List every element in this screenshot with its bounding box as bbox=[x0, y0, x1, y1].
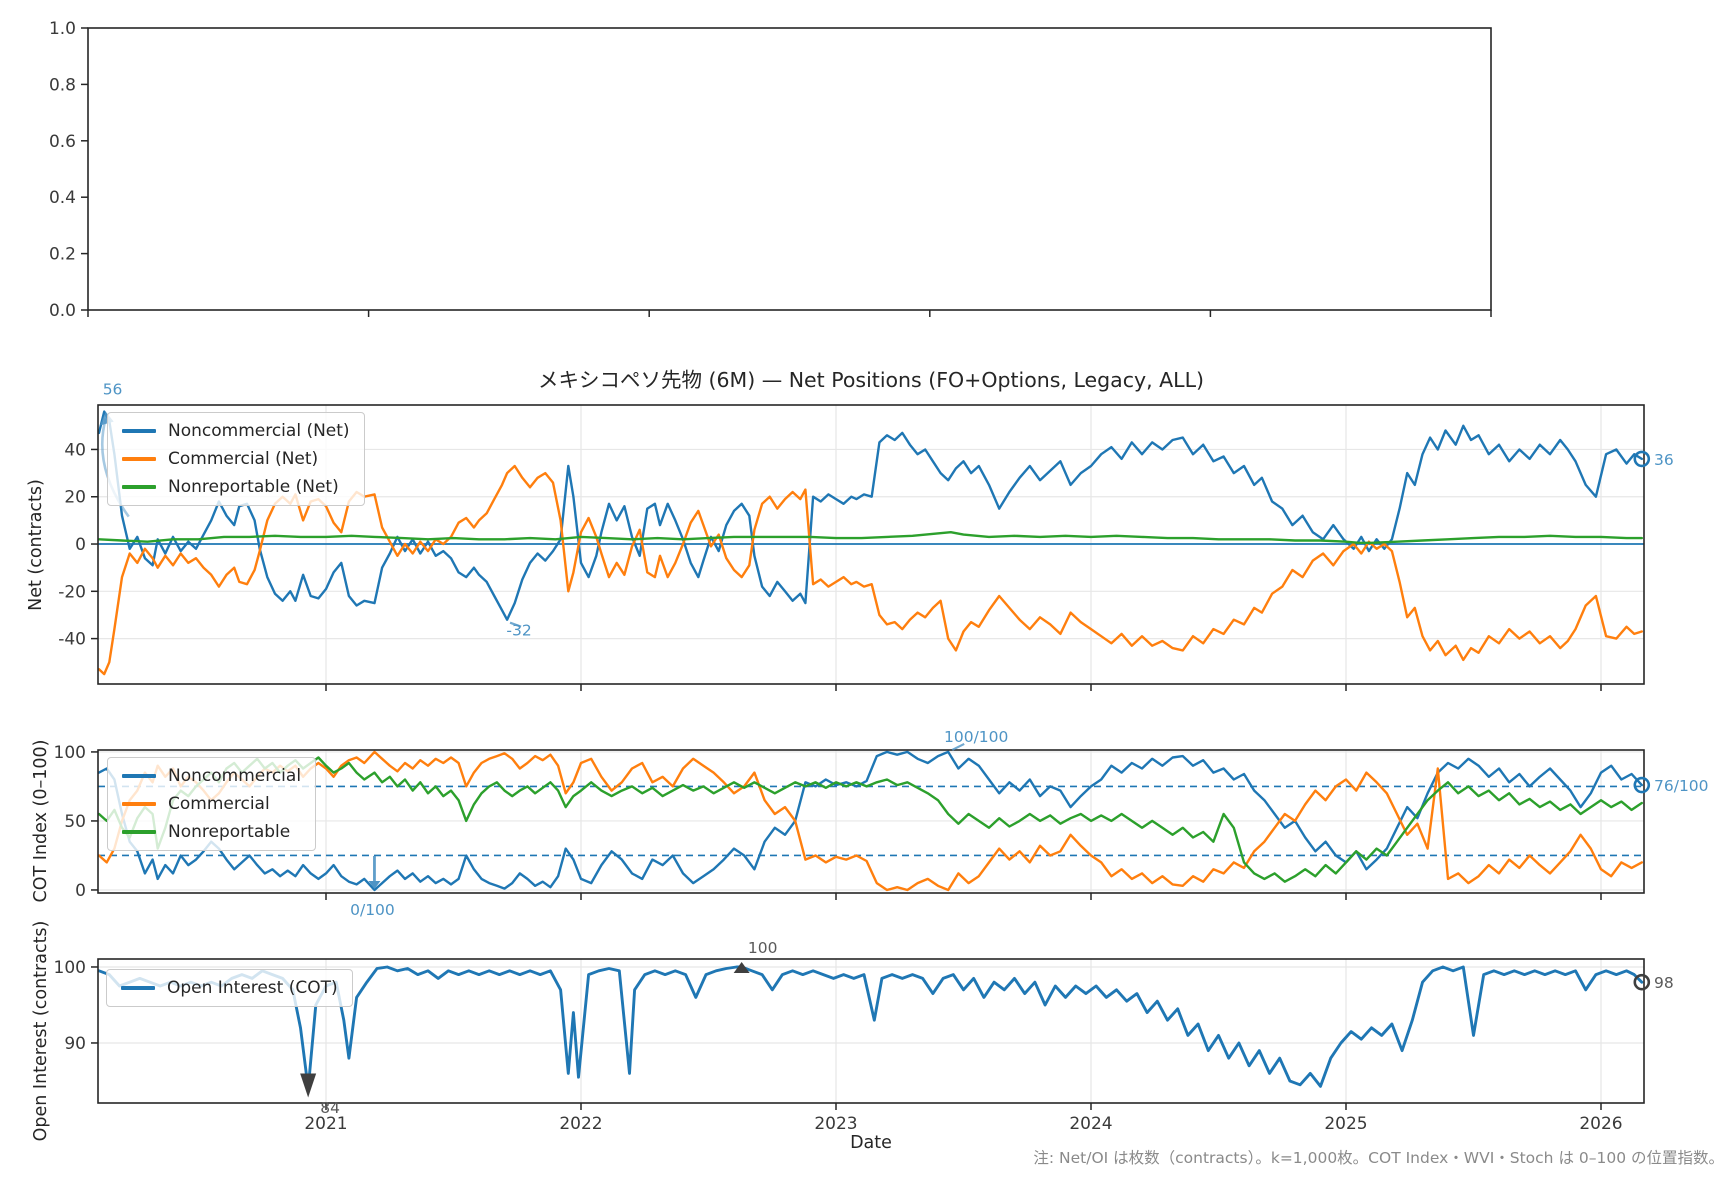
annotation-text: 36 bbox=[1654, 451, 1674, 469]
legend-label: Noncommercial bbox=[168, 766, 302, 786]
annotation-arrow bbox=[951, 742, 965, 751]
legend-open-interest-panel: Open Interest (COT) bbox=[106, 969, 353, 1007]
series-noncommercial bbox=[98, 750, 1644, 892]
series-open-interest-cot- bbox=[98, 965, 1644, 1091]
legend-line-swatch bbox=[122, 457, 156, 461]
legend-label: Noncommercial (Net) bbox=[168, 421, 350, 441]
y-tick-label: 0.4 bbox=[49, 188, 76, 208]
annotation-36: 36 bbox=[1633, 450, 1674, 469]
axes-spine bbox=[97, 958, 1645, 1104]
chart-title: メキシコペソ先物 (6M) — Net Positions (FO+Option… bbox=[537, 368, 1205, 392]
y-tick-label: 90 bbox=[64, 1034, 86, 1054]
panel-open-interest: 90 100 2021 2022 2023 2024 2025 2026 84 100 98 bbox=[54, 939, 1674, 1134]
annotation-0-100: 0/100 bbox=[350, 855, 395, 919]
endpoint-marker bbox=[1633, 776, 1651, 794]
legend-line-swatch bbox=[122, 485, 156, 489]
annotation-text: 100/100 bbox=[944, 728, 1008, 746]
legend-label: Nonreportable (Net) bbox=[168, 477, 339, 497]
y-tick-label: -20 bbox=[58, 582, 86, 602]
annotation-text: -32 bbox=[506, 622, 531, 640]
series-nonreportable-net- bbox=[98, 531, 1644, 544]
x-tick-label: 2025 bbox=[1324, 1114, 1367, 1134]
annotation--32: -32 bbox=[506, 621, 532, 640]
y-axis-label-net: Net (contracts) bbox=[26, 479, 46, 611]
annotation-76-100: 76/100 bbox=[1633, 776, 1709, 795]
x-tick-label: 2021 bbox=[304, 1114, 347, 1134]
annotation-text: 0/100 bbox=[350, 901, 395, 919]
annotation-text: 100 bbox=[748, 939, 778, 957]
legend-net-panel: Noncommercial (Net) Commercial (Net) Nonre… bbox=[107, 412, 365, 506]
panel-cot-index: 0 50 100 100/100 0/100 76/100 bbox=[54, 728, 1709, 919]
legend-item: Nonreportable bbox=[122, 822, 301, 842]
y-tick-label: 0.0 bbox=[49, 301, 76, 321]
y-tick-label: 0 bbox=[75, 881, 86, 901]
legend-item: Open Interest (COT) bbox=[121, 978, 338, 998]
endpoint-marker bbox=[1633, 450, 1651, 468]
series-group bbox=[98, 965, 1644, 1091]
y-axis-label-cot-index: COT Index (0–100) bbox=[31, 739, 51, 903]
annotation-100: 100 bbox=[733, 939, 778, 973]
y-tick-label: 50 bbox=[64, 812, 86, 832]
legend-line-swatch bbox=[122, 802, 156, 806]
annotation-100-100: 100/100 bbox=[944, 728, 1008, 751]
legend-item: Commercial bbox=[122, 794, 301, 814]
annotation-56: 56 bbox=[99, 381, 130, 518]
footnote: 注: Net/OI は枚数（contracts）。k=1,000枚。COT In… bbox=[1033, 1149, 1724, 1167]
legend-label: Open Interest (COT) bbox=[167, 978, 338, 998]
endpoint-marker bbox=[1633, 973, 1651, 991]
legend-cot-index-panel: Noncommercial Commercial Nonreportable bbox=[107, 757, 317, 851]
annotation-arrow bbox=[509, 621, 522, 628]
panel-empty-top-panel: 0.0 0.2 0.4 0.6 0.8 1.0 bbox=[49, 19, 1492, 321]
legend-item: Nonreportable (Net) bbox=[122, 477, 350, 497]
legend-label: Commercial bbox=[168, 794, 270, 814]
y-tick-label: 0.6 bbox=[49, 132, 76, 152]
y-tick-label: 20 bbox=[64, 488, 86, 508]
legend-line-swatch bbox=[122, 830, 156, 834]
x-tick-label: 2026 bbox=[1579, 1114, 1622, 1134]
y-tick-label: 100 bbox=[54, 743, 86, 763]
axes-spine bbox=[87, 27, 1492, 311]
x-axis-label: Date bbox=[850, 1133, 892, 1153]
annotation-arrowhead bbox=[733, 961, 750, 973]
y-tick-label: 0.8 bbox=[49, 75, 76, 95]
y-tick-label: 1.0 bbox=[49, 19, 76, 39]
legend-line-swatch bbox=[122, 429, 156, 433]
y-tick-label: -40 bbox=[58, 630, 86, 650]
annotation-98: 98 bbox=[1633, 973, 1674, 992]
legend-line-swatch bbox=[121, 986, 155, 990]
y-tick-label: 40 bbox=[64, 440, 86, 460]
annotation-text: 76/100 bbox=[1654, 777, 1709, 795]
legend-line-swatch bbox=[122, 774, 156, 778]
y-tick-label: 100 bbox=[54, 958, 86, 978]
x-tick-label: 2023 bbox=[814, 1114, 857, 1134]
annotation-text: 56 bbox=[103, 381, 123, 399]
legend-item: Noncommercial bbox=[122, 766, 301, 786]
y-tick-label: 0 bbox=[75, 535, 86, 555]
annotation-arrowhead bbox=[300, 1073, 317, 1098]
x-tick-label: 2024 bbox=[1069, 1114, 1112, 1134]
legend-label: Commercial (Net) bbox=[168, 449, 319, 469]
annotation-arrowhead bbox=[368, 880, 381, 889]
annotation-text: 98 bbox=[1654, 974, 1674, 992]
y-tick-label: 0.2 bbox=[49, 245, 76, 265]
annotation-text: 84 bbox=[320, 1099, 340, 1117]
legend-item: Noncommercial (Net) bbox=[122, 421, 350, 441]
legend-item: Commercial (Net) bbox=[122, 449, 350, 469]
annotation-arrow bbox=[100, 418, 130, 518]
y-axis-label-open-interest: Open Interest (contracts) bbox=[31, 920, 51, 1142]
x-tick-label: 2022 bbox=[559, 1114, 602, 1134]
legend-label: Nonreportable bbox=[168, 822, 291, 842]
annotation-84: 84 bbox=[300, 1073, 340, 1117]
